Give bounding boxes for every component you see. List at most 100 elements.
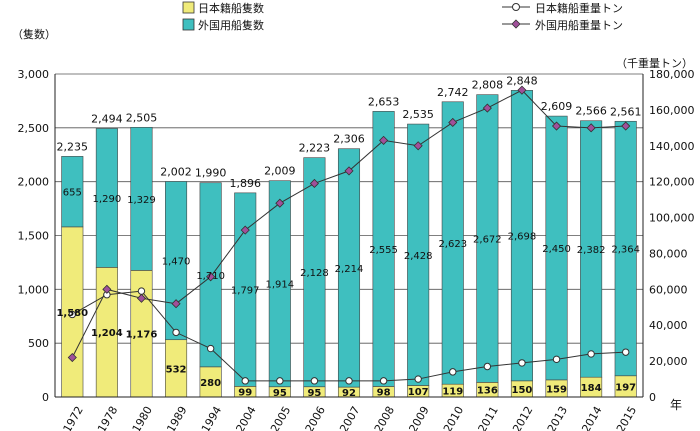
bar-foreign-ships (407, 123, 430, 386)
legend-label-foreign-tonnage: 外国用船重量トン (535, 18, 623, 32)
point-foreign-tonnage (206, 272, 216, 282)
total-label: 2,609 (541, 100, 573, 113)
label-foreign-ships: 1,290 (93, 194, 122, 205)
y-tick-left: 2,500 (18, 122, 50, 135)
x-tick: 2015 (614, 404, 639, 431)
label-japan-ships: 150 (512, 385, 533, 396)
x-tick: 2011 (476, 404, 501, 431)
x-tick: 1972 (61, 404, 86, 431)
label-foreign-ships: 1,797 (231, 286, 260, 297)
point-japan-tonnage (137, 287, 146, 295)
x-tick: 2009 (406, 404, 431, 431)
point-foreign-tonnage (67, 352, 77, 363)
x-tick: 2008 (372, 404, 397, 431)
point-japan-tonnage (552, 355, 561, 364)
label-japan-ships: 532 (166, 364, 187, 375)
lines (67, 85, 631, 385)
x-tick: 2010 (441, 404, 466, 431)
label-japan-ships: 280 (200, 378, 221, 389)
label-foreign-ships: 2,214 (335, 264, 364, 275)
point-japan-tonnage (310, 377, 319, 385)
label-japan-ships: 1,580 (56, 308, 88, 319)
legend-label-japan-ships: 日本籍船隻数 (198, 1, 264, 15)
bar-foreign-ships (95, 128, 118, 268)
label-japan-ships: 99 (238, 388, 252, 399)
total-label: 1,896 (229, 177, 261, 190)
label-foreign-ships: 1,710 (196, 271, 225, 282)
point-japan-tonnage (483, 362, 492, 371)
label-japan-ships: 197 (615, 382, 636, 393)
total-label: 2,742 (437, 86, 469, 99)
bar-foreign-ships (372, 111, 395, 387)
bar-foreign-ships (61, 156, 84, 228)
bar-foreign-ships (441, 101, 464, 385)
point-japan-tonnage (622, 348, 630, 356)
point-japan-tonnage (379, 377, 388, 385)
label-foreign-ships: 655 (63, 188, 82, 199)
point-japan-tonnage (172, 328, 180, 337)
point-foreign-tonnage (448, 117, 458, 128)
label-japan-ships: 1,204 (91, 328, 123, 339)
point-foreign-tonnage (102, 284, 112, 294)
y-tick-left: 500 (28, 337, 49, 350)
point-foreign-tonnage (171, 299, 181, 309)
point-japan-tonnage (414, 375, 422, 383)
y-tick-left: 1,000 (18, 283, 50, 296)
y-tick-right: 160,000 (649, 104, 695, 117)
point-japan-tonnage (587, 350, 595, 358)
x-tick: 2006 (303, 404, 328, 431)
label-foreign-ships: 2,623 (438, 239, 467, 250)
label-japan-ships: 136 (477, 386, 498, 397)
legend-marker-japan-tonnage (512, 3, 520, 11)
label-japan-ships: 95 (273, 388, 287, 399)
point-foreign-tonnage (275, 198, 285, 208)
label-foreign-ships: 2,428 (404, 251, 433, 262)
label-foreign-ships: 2,364 (611, 245, 640, 256)
total-label: 2,848 (506, 74, 538, 87)
total-label: 2,808 (472, 79, 504, 92)
label-japan-ships: 95 (307, 388, 321, 399)
point-foreign-tonnage (309, 178, 319, 189)
point-japan-tonnage (345, 377, 353, 385)
label-japan-ships: 98 (377, 388, 391, 399)
point-foreign-tonnage (240, 225, 250, 235)
x-tick: 2014 (579, 404, 604, 431)
x-tick: 2005 (268, 404, 293, 431)
x-tick: 2012 (510, 404, 535, 431)
point-japan-tonnage (206, 344, 215, 353)
y-tick-left: 3,000 (18, 68, 50, 81)
total-label: 2,306 (333, 133, 365, 146)
label-foreign-ships: 1,914 (266, 280, 295, 291)
x-tick: 1994 (199, 404, 224, 431)
bar-foreign-ships (130, 126, 153, 271)
y-tick-right: 100,000 (649, 212, 695, 225)
bar-foreign-ships (580, 120, 603, 378)
bar-foreign-ships (545, 115, 568, 381)
y-tick-right: 120,000 (649, 176, 695, 189)
label-japan-ships: 119 (442, 387, 463, 398)
point-foreign-tonnage (621, 121, 631, 131)
point-japan-tonnage (276, 377, 284, 385)
total-label: 2,505 (126, 111, 158, 124)
point-foreign-tonnage (586, 123, 596, 133)
point-foreign-tonnage (136, 293, 147, 303)
data-labels: 2,235 2,494 2,505 2,002 1,9901,8962,0092,223… (56, 74, 641, 399)
legend: 日本籍船隻数 外国用船隻数 日本籍船重量トン 外国用船重量トン (182, 1, 623, 32)
label-foreign-ships: 2,555 (369, 245, 398, 256)
label-foreign-ships: 2,382 (577, 245, 606, 256)
bar-foreign-ships (614, 120, 637, 377)
bar-foreign-ships (337, 148, 361, 388)
legend-label-foreign-ships: 外国用船隻数 (198, 18, 264, 32)
bar-foreign-ships (234, 192, 257, 387)
y-tick-right: 60,000 (649, 283, 688, 296)
point-japan-tonnage (518, 359, 526, 367)
legend-marker-foreign-tonnage (511, 19, 521, 29)
point-foreign-tonnage (551, 121, 562, 131)
point-japan-tonnage (241, 377, 249, 385)
y-tick-right: 40,000 (649, 319, 688, 332)
total-label: 2,009 (264, 165, 296, 178)
label-foreign-ships: 2,128 (300, 268, 329, 279)
right-axis-unit: （千重量トン） (616, 56, 693, 70)
label-japan-ships: 1,176 (126, 330, 158, 341)
